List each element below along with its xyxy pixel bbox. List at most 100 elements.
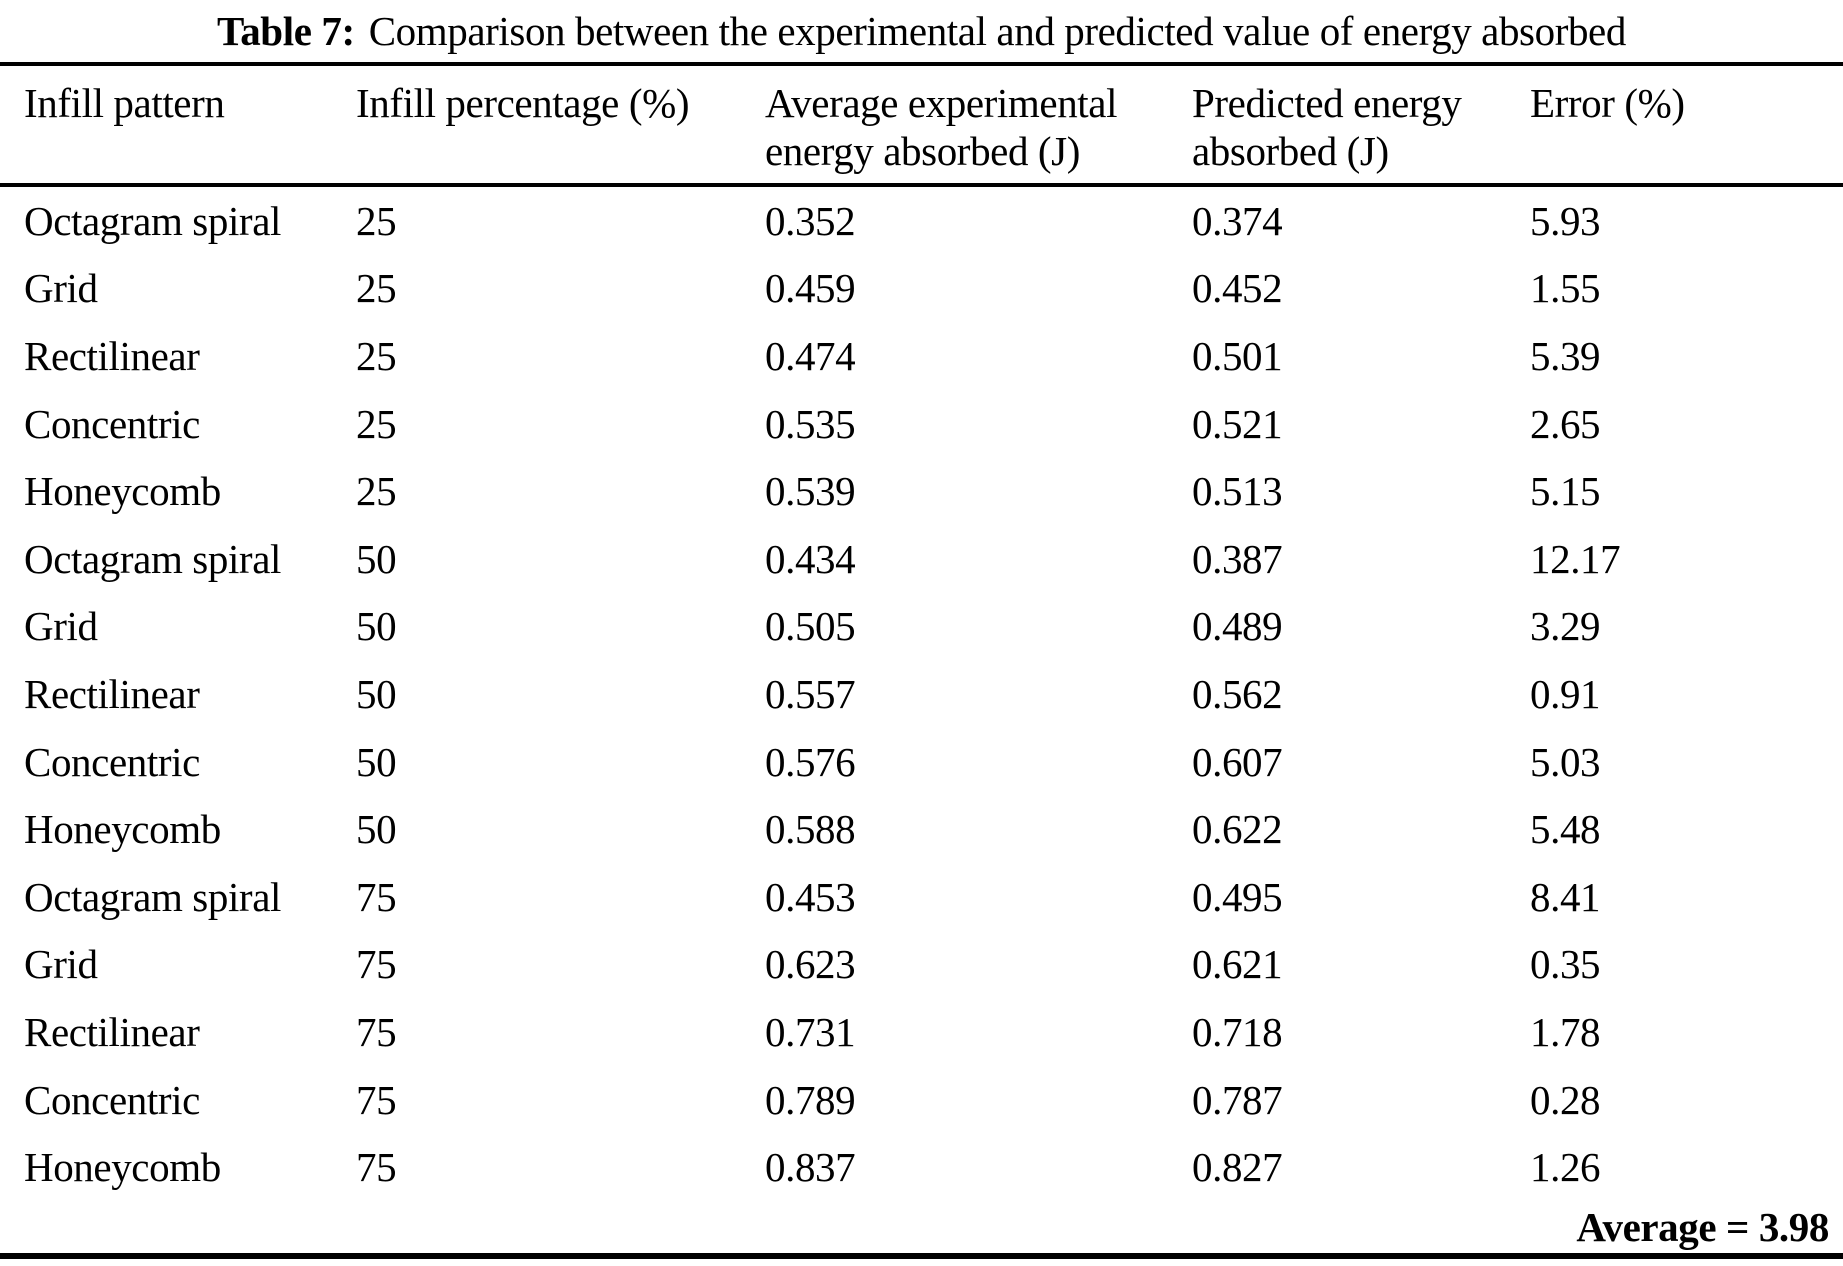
cell-error: 2.65	[1530, 400, 1601, 447]
table-row: Octagram spiral 75 0.453 0.495 8.41	[0, 863, 1843, 931]
cell-infill-percentage: 75	[356, 941, 397, 988]
cell-infill-percentage: 75	[356, 1008, 397, 1055]
cell-predicted-energy: 0.452	[1192, 265, 1283, 312]
column-header-error: Error (%)	[1530, 66, 1843, 187]
cell-experimental-energy: 0.539	[765, 468, 856, 515]
cell-experimental-energy: 0.588	[765, 806, 856, 853]
table-row: Honeycomb 75 0.837 0.827 1.26	[0, 1133, 1843, 1201]
cell-infill-pattern: Grid	[24, 603, 98, 650]
cell-error: 3.29	[1530, 603, 1601, 650]
cell-experimental-energy: 0.352	[765, 197, 856, 244]
cell-infill-pattern: Octagram spiral	[24, 535, 281, 582]
cell-predicted-energy: 0.622	[1192, 806, 1283, 853]
header-label: Average experimental	[765, 80, 1118, 126]
table-header: Infill pattern Infill percentage (%) Ave…	[0, 66, 1843, 187]
column-header-predicted-energy: Predicted energy absorbed (J)	[1192, 66, 1530, 187]
cell-error: 0.28	[1530, 1076, 1601, 1123]
table-row: Rectilinear 50 0.557 0.562 0.91	[0, 660, 1843, 728]
cell-error: 5.93	[1530, 197, 1601, 244]
cell-infill-pattern: Grid	[24, 265, 98, 312]
cell-error: 5.03	[1530, 738, 1601, 785]
cell-error: 1.78	[1530, 1008, 1601, 1055]
cell-error: 5.39	[1530, 332, 1601, 379]
table-row: Honeycomb 25 0.539 0.513 5.15	[0, 457, 1843, 525]
cell-infill-percentage: 50	[356, 670, 397, 717]
cell-predicted-energy: 0.501	[1192, 332, 1283, 379]
cell-experimental-energy: 0.459	[765, 265, 856, 312]
cell-predicted-energy: 0.787	[1192, 1076, 1283, 1123]
column-header-infill-percentage: Infill percentage (%)	[356, 66, 765, 187]
cell-infill-pattern: Concentric	[24, 1076, 200, 1123]
cell-infill-percentage: 75	[356, 873, 397, 920]
header-label: Infill pattern	[24, 80, 225, 126]
header-label: Predicted energy	[1192, 80, 1462, 126]
cell-experimental-energy: 0.789	[765, 1076, 856, 1123]
cell-experimental-energy: 0.434	[765, 535, 856, 582]
table-row: Grid 50 0.505 0.489 3.29	[0, 593, 1843, 661]
cell-infill-pattern: Rectilinear	[24, 1008, 200, 1055]
cell-infill-pattern: Honeycomb	[24, 806, 221, 853]
table-row: Concentric 50 0.576 0.607 5.03	[0, 728, 1843, 796]
cell-predicted-energy: 0.718	[1192, 1008, 1283, 1055]
cell-predicted-energy: 0.513	[1192, 468, 1283, 515]
cell-infill-pattern: Concentric	[24, 738, 200, 785]
cell-error: 12.17	[1530, 535, 1621, 582]
cell-error: 0.35	[1530, 941, 1601, 988]
average-row: Average = 3.98	[0, 1201, 1843, 1253]
bottom-rule-divider	[0, 1252, 1843, 1259]
cell-infill-percentage: 25	[356, 332, 397, 379]
table-body: Octagram spiral 25 0.352 0.374 5.93 Grid…	[0, 185, 1843, 1201]
table-row: Grid 75 0.623 0.621 0.35	[0, 931, 1843, 999]
cell-predicted-energy: 0.607	[1192, 738, 1283, 785]
table-row: Honeycomb 50 0.588 0.622 5.48	[0, 795, 1843, 863]
cell-experimental-energy: 0.731	[765, 1008, 856, 1055]
cell-predicted-energy: 0.495	[1192, 873, 1283, 920]
table-row: Concentric 75 0.789 0.787 0.28	[0, 1066, 1843, 1134]
cell-error: 8.41	[1530, 873, 1601, 920]
cell-predicted-energy: 0.521	[1192, 400, 1283, 447]
cell-infill-percentage: 50	[356, 603, 397, 650]
cell-infill-pattern: Octagram spiral	[24, 197, 281, 244]
header-label: Error (%)	[1530, 80, 1685, 126]
cell-predicted-energy: 0.562	[1192, 670, 1283, 717]
table-row: Grid 25 0.459 0.452 1.55	[0, 255, 1843, 323]
header-label: Infill percentage (%)	[356, 80, 690, 126]
cell-infill-percentage: 25	[356, 468, 397, 515]
cell-predicted-energy: 0.621	[1192, 941, 1283, 988]
header-row: Infill pattern Infill percentage (%) Ave…	[0, 66, 1843, 187]
table-caption-text: Comparison between the experimental and …	[368, 8, 1627, 54]
table-row: Octagram spiral 50 0.434 0.387 12.17	[0, 525, 1843, 593]
cell-infill-pattern: Rectilinear	[24, 332, 200, 379]
cell-experimental-energy: 0.837	[765, 1144, 856, 1191]
cell-predicted-energy: 0.827	[1192, 1144, 1283, 1191]
cell-predicted-energy: 0.374	[1192, 197, 1283, 244]
cell-predicted-energy: 0.387	[1192, 535, 1283, 582]
cell-error: 1.26	[1530, 1144, 1601, 1191]
cell-infill-pattern: Rectilinear	[24, 670, 200, 717]
cell-error: 5.15	[1530, 468, 1601, 515]
table-row: Rectilinear 25 0.474 0.501 5.39	[0, 322, 1843, 390]
cell-error: 1.55	[1530, 265, 1601, 312]
cell-infill-percentage: 25	[356, 265, 397, 312]
cell-infill-pattern: Grid	[24, 941, 98, 988]
cell-infill-percentage: 75	[356, 1144, 397, 1191]
cell-infill-pattern: Concentric	[24, 400, 200, 447]
table-caption-number: Table 7:	[217, 8, 355, 54]
top-rule-divider	[0, 62, 1843, 66]
header-label: energy absorbed (J)	[765, 127, 1080, 174]
cell-infill-pattern: Honeycomb	[24, 468, 221, 515]
cell-predicted-energy: 0.489	[1192, 603, 1283, 650]
cell-infill-percentage: 50	[356, 535, 397, 582]
cell-error: 0.91	[1530, 670, 1601, 717]
cell-infill-percentage: 75	[356, 1076, 397, 1123]
cell-infill-pattern: Honeycomb	[24, 1144, 221, 1191]
cell-experimental-energy: 0.557	[765, 670, 856, 717]
header-label: absorbed (J)	[1192, 127, 1389, 174]
cell-experimental-energy: 0.453	[765, 873, 856, 920]
cell-infill-percentage: 25	[356, 197, 397, 244]
column-header-infill-pattern: Infill pattern	[0, 66, 356, 187]
column-header-experimental-energy: Average experimental energy absorbed (J)	[765, 66, 1192, 187]
table-row: Octagram spiral 25 0.352 0.374 5.93	[0, 185, 1843, 255]
table-caption: Table 7: Comparison between the experime…	[0, 0, 1843, 62]
